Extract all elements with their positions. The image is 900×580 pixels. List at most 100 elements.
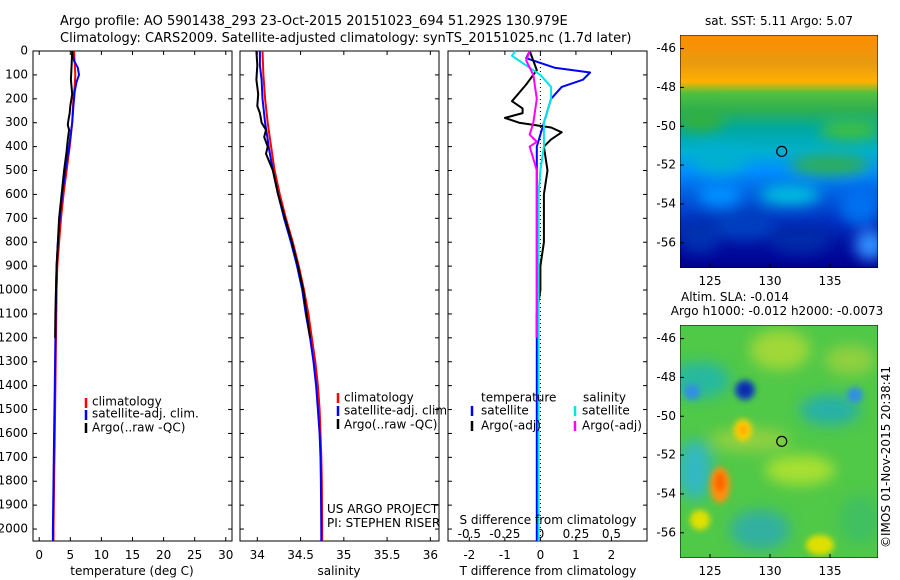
s-tick-label: 0.25 <box>563 527 590 541</box>
salinity-axes <box>239 50 440 542</box>
salinity-legend-climatology: climatology <box>344 391 414 405</box>
x-tick-label: 35.5 <box>374 548 401 562</box>
map-y-tick-label: -46 <box>656 41 676 55</box>
difference-panel: -2 -1 0 1 2 -0.5 -0.25 0 0.25 0.5 S difference f… <box>447 50 648 578</box>
y-tick-label: 1800 <box>0 474 28 488</box>
y-tick-label: 400 <box>5 139 28 153</box>
sla-map-ticks: 125 130 135 -46 -48 -50 -52 -54 -56 <box>656 331 841 578</box>
diff-legend-salinity-title: salinity <box>583 391 626 405</box>
x-tick-label: 36 <box>423 548 438 562</box>
temperature-legend-climatology: climatology <box>92 395 162 409</box>
salinity-legend-satellite: satellite-adj. clim. <box>344 404 451 418</box>
s-tick-label: -0.5 <box>458 527 481 541</box>
map-y-tick-label: -50 <box>656 119 676 133</box>
difference-axes <box>447 50 648 542</box>
x-tick-label: 10 <box>94 548 109 562</box>
temperature-xlabel: temperature (deg C) <box>70 564 193 578</box>
diff-legend-sal-argo: Argo(-adj) <box>582 419 642 433</box>
salinity-panel: 34 34.5 35 35.5 36 salinity climatology sate… <box>239 50 451 578</box>
s-difference-ticks: -0.5 -0.25 0 0.25 0.5 <box>458 527 621 541</box>
sst-map-panel: sat. SST: 5.11 Argo: 5.07 125 130 135 -46 -4… <box>656 14 878 288</box>
y-tick-label: 2000 <box>0 522 28 536</box>
temperature-legend-satellite: satellite-adj. clim. <box>92 407 199 421</box>
difference-legend: temperature salinity satellite satellite… <box>470 391 642 433</box>
y-tick-label: 1900 <box>0 498 28 512</box>
diff-legend-temp-argo: Argo(-adj) <box>481 419 541 433</box>
difference-x-ticks: -2 -1 0 1 2 <box>463 51 615 562</box>
series-line-argo-raw-qc- <box>255 50 312 338</box>
map-y-tick-label: -50 <box>656 409 676 423</box>
y-tick-label: 600 <box>5 187 28 201</box>
figure-title-line2: Climatology: CARS2009. Satellite-adjuste… <box>60 31 632 46</box>
series-line-temperature-argo-adj- <box>503 50 563 338</box>
map-y-tick-label: -56 <box>656 525 676 539</box>
salinity-x-ticks: 34 34.5 35 35.5 36 <box>250 51 438 562</box>
diff-legend-sal-satellite: satellite <box>582 404 630 418</box>
y-tick-label: 1400 <box>0 378 28 392</box>
map-y-tick-label: -52 <box>656 158 676 172</box>
x-tick-label: -1 <box>499 548 511 562</box>
salinity-profile-lines <box>255 50 324 541</box>
diff-legend-temperature-title: temperature <box>481 391 556 405</box>
y-tick-label: 1500 <box>0 402 28 416</box>
y-tick-label: 300 <box>5 115 28 129</box>
series-line-argo-raw-qc- <box>54 50 74 338</box>
map-x-tick-label: 125 <box>699 274 722 288</box>
x-tick-label: 1 <box>572 548 580 562</box>
map-x-tick-label: 130 <box>759 564 782 578</box>
map-x-tick-label: 130 <box>759 274 782 288</box>
x-tick-label: 30 <box>218 548 233 562</box>
sst-map-image <box>680 35 878 268</box>
difference-xlabel-t: T difference from climatology <box>459 564 637 578</box>
y-tick-label: 0 <box>20 44 28 58</box>
map-y-tick-label: -52 <box>656 448 676 462</box>
map-y-tick-label: -48 <box>656 80 676 94</box>
x-tick-label: 34.5 <box>287 548 314 562</box>
salinity-y-ticks <box>240 50 439 530</box>
y-tick-label: 1300 <box>0 354 28 368</box>
depth-tick-labels: 0 100 200 300 400 500 600 700 800 900 1000 1100 1200… <box>0 44 232 536</box>
temperature-panel: 0100200300400500600700800900100011001200… <box>0 44 233 579</box>
map-x-tick-label: 125 <box>699 564 722 578</box>
sla-map-subtitle: Argo h1000: -0.012 h2000: -0.0073 <box>671 304 884 318</box>
sst-map-ticks: 125 130 135 -46 -48 -50 -52 -54 -56 <box>656 41 841 288</box>
x-tick-label: 0 <box>35 548 43 562</box>
difference-profile-lines <box>503 50 592 541</box>
figure-title-line1: Argo profile: AO 5901438_293 23-Oct-2015… <box>60 14 568 29</box>
sla-map-panel: Altim. SLA: -0.014 Argo h1000: -0.012 h2… <box>656 290 883 578</box>
x-tick-label: -2 <box>463 548 475 562</box>
x-tick-label: 25 <box>187 548 202 562</box>
credit-project: US ARGO PROJECT <box>327 502 439 516</box>
y-tick-label: 1600 <box>0 426 28 440</box>
map-y-tick-label: -46 <box>656 331 676 345</box>
map-y-tick-label: -54 <box>656 196 676 210</box>
y-tick-label: 200 <box>5 91 28 105</box>
x-tick-label: 35 <box>336 548 351 562</box>
x-tick-label: 20 <box>156 548 171 562</box>
difference-xlabel-s: S difference from climatology <box>460 513 637 527</box>
x-tick-label: 0 <box>537 548 545 562</box>
map-x-tick-label: 135 <box>819 564 842 578</box>
y-tick-label: 1000 <box>0 283 28 297</box>
temperature-legend: climatology satellite-adj. clim. Argo(..… <box>84 395 199 435</box>
y-tick-label: 1700 <box>0 450 28 464</box>
argo-location-marker <box>776 145 788 157</box>
temperature-legend-argo: Argo(..raw -QC) <box>92 421 185 435</box>
y-tick-label: 100 <box>5 67 28 81</box>
x-tick-label: 34 <box>250 548 265 562</box>
x-tick-label: 5 <box>66 548 74 562</box>
temperature-axes <box>32 50 233 542</box>
x-tick-label: 2 <box>608 548 616 562</box>
salinity-legend: climatology satellite-adj. clim. Argo(..… <box>336 391 451 432</box>
diff-legend-temp-satellite: satellite <box>481 404 529 418</box>
s-tick-label: 0 <box>537 527 545 541</box>
sla-map-image <box>680 325 878 558</box>
temperature-profile-lines <box>51 50 80 541</box>
map-y-tick-label: -56 <box>656 235 676 249</box>
map-y-tick-label: -48 <box>656 370 676 384</box>
sst-map-title: sat. SST: 5.11 Argo: 5.07 <box>705 14 853 28</box>
salinity-legend-argo: Argo(..raw -QC) <box>344 418 437 432</box>
map-y-tick-label: -54 <box>656 486 676 500</box>
argo-location-marker <box>776 435 788 447</box>
